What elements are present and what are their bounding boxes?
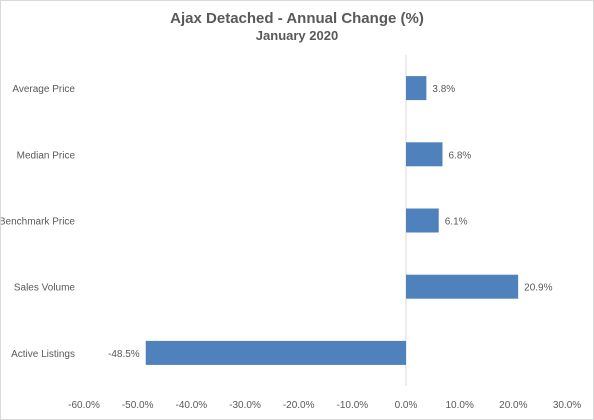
category-label: Active Listings (11, 349, 75, 360)
data-label: 6.8% (448, 150, 471, 161)
x-tick-label: 30.0% (553, 400, 581, 411)
x-tick-label: -30.0% (229, 400, 261, 411)
category-label: Benchmark Price (1, 217, 75, 228)
data-label: 3.8% (432, 84, 455, 95)
category-label: Median Price (17, 150, 76, 161)
data-label: -48.5% (108, 349, 140, 360)
x-tick-label: -10.0% (336, 400, 368, 411)
x-tick-label: -50.0% (122, 400, 154, 411)
x-tick-label: 10.0% (445, 400, 473, 411)
bar (406, 142, 443, 167)
chart-title: Ajax Detached - Annual Change (%) (170, 10, 424, 27)
x-tick-label: 20.0% (499, 400, 527, 411)
data-label: 6.1% (445, 217, 468, 228)
category-label: Average Price (12, 84, 75, 95)
x-tick-label: -60.0% (68, 400, 100, 411)
bar (406, 76, 427, 101)
bar (406, 208, 439, 233)
x-tick-label: 0.0% (395, 400, 418, 411)
bar (145, 340, 406, 365)
x-tick-label: -20.0% (283, 400, 315, 411)
category-label: Sales Volume (14, 283, 76, 294)
bar (406, 274, 519, 299)
chart-subtitle: January 2020 (255, 28, 339, 43)
data-label: 20.9% (524, 283, 552, 294)
x-tick-label: -40.0% (175, 400, 207, 411)
